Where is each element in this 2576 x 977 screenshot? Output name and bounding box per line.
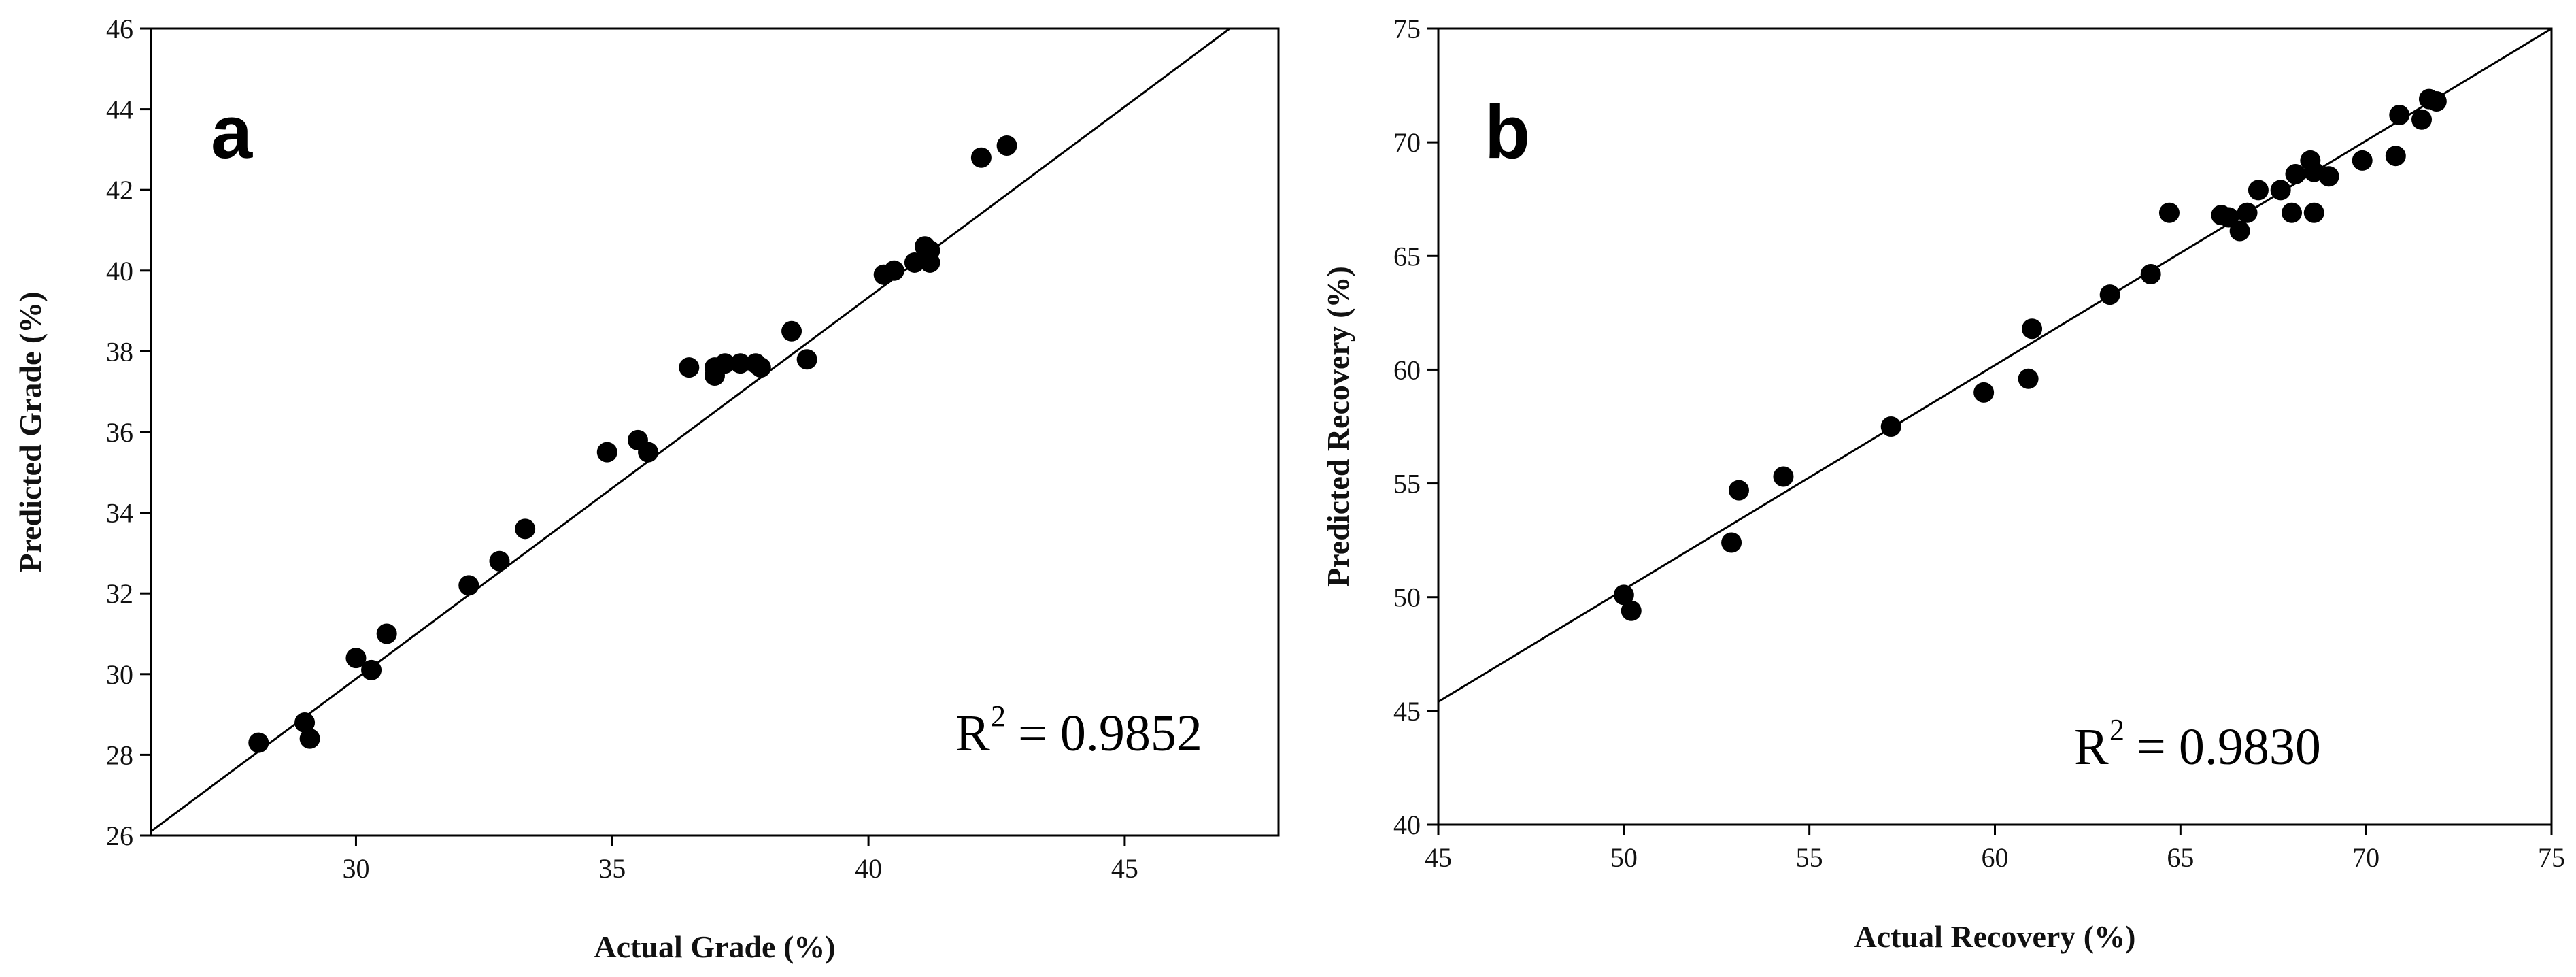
data-point: [1613, 584, 1634, 606]
x-axis-title: Actual Recovery (%): [1854, 919, 2136, 954]
data-point: [2140, 264, 2161, 285]
data-point: [1728, 480, 1749, 501]
data-point: [1721, 532, 1742, 553]
x-tick-label: 35: [598, 853, 626, 884]
panel-a: 26 28 30 32 34 36 38 40 42 44 46 30 35 40 45 Actual Gra…: [13, 14, 1280, 964]
y-tick-label: 75: [1393, 14, 1421, 44]
data-point: [2270, 180, 2291, 201]
fit-line: [1438, 29, 2552, 703]
x-tick-label: 60: [1982, 842, 2009, 873]
y-tick-label: 70: [1393, 127, 1421, 158]
data-point: [2018, 368, 2039, 389]
y-tick-label: 28: [106, 740, 133, 770]
data-point: [2385, 146, 2406, 167]
data-point: [2229, 220, 2250, 242]
r2-value: = 0.9852: [1018, 705, 1202, 762]
data-point: [904, 252, 925, 273]
r2-superscript: 2: [2109, 713, 2124, 746]
y-tick-label: 36: [106, 417, 133, 448]
data-point: [1973, 382, 1995, 403]
y-tick-label: 60: [1393, 354, 1421, 385]
y-tick-label: 40: [1393, 810, 1421, 840]
y-tick-label: 44: [106, 95, 133, 125]
data-point: [2237, 202, 2258, 223]
data-point: [638, 442, 659, 463]
x-tick-label: 40: [855, 853, 882, 884]
y-tick-label: 38: [106, 336, 133, 367]
data-point: [2318, 166, 2339, 187]
data-point: [750, 357, 771, 378]
data-point: [1621, 600, 1642, 621]
fit-line: [151, 29, 1232, 833]
data-point: [2303, 202, 2324, 223]
r2-prefix: R: [955, 705, 990, 762]
data-point: [376, 623, 397, 644]
data-point: [345, 648, 367, 669]
data-point: [1880, 416, 1901, 437]
x-axis-title: Actual Grade (%): [594, 929, 835, 964]
x-tick-label: 75: [2538, 842, 2565, 873]
r2-value: = 0.9830: [2137, 718, 2321, 776]
r2-superscript: 2: [991, 699, 1006, 733]
y-tick-label: 50: [1393, 582, 1421, 613]
data-point: [515, 518, 536, 540]
data-point: [2218, 207, 2239, 228]
data-point: [1773, 466, 1794, 487]
x-tick-label: 50: [1610, 842, 1638, 873]
data-point: [248, 732, 269, 753]
data-point: [2426, 90, 2447, 112]
y-tick-label: 30: [106, 659, 133, 690]
y-tick-label: 40: [106, 256, 133, 286]
data-point: [2158, 202, 2180, 223]
data-point: [2389, 105, 2410, 126]
x-tick-label: 55: [1796, 842, 1823, 873]
y-tick-label: 42: [106, 175, 133, 205]
data-point: [294, 712, 316, 733]
data-point: [299, 728, 320, 749]
data-point: [2248, 180, 2269, 201]
y-tick-label: 34: [106, 498, 133, 529]
y-tick-label: 65: [1393, 241, 1421, 271]
x-tick-label: 65: [2167, 842, 2194, 873]
data-point: [596, 442, 617, 463]
x-tick-label: 45: [1425, 842, 1452, 873]
y-tick-label: 55: [1393, 469, 1421, 499]
panel-letter: a: [211, 90, 253, 174]
data-point: [883, 260, 904, 281]
x-tick-label: 30: [342, 853, 369, 884]
data-point: [2022, 318, 2043, 340]
data-point: [730, 353, 751, 374]
plot-frame: [1437, 27, 2553, 826]
data-point: [679, 357, 700, 378]
data-point: [970, 147, 992, 168]
data-point: [715, 353, 736, 374]
data-point: [2411, 109, 2433, 130]
y-tick-label: 32: [106, 578, 133, 609]
data-point: [996, 135, 1017, 156]
data-point: [2282, 202, 2303, 223]
data-point: [796, 349, 817, 370]
y-axis-title: Predicted Grade (%): [13, 291, 48, 572]
data-point: [781, 320, 802, 342]
x-tick-label: 45: [1111, 853, 1138, 884]
data-point: [2352, 150, 2373, 171]
data-point: [919, 252, 940, 273]
data-point: [458, 575, 479, 596]
data-point: [2099, 284, 2120, 305]
y-axis-title: Predicted Recovery (%): [1321, 266, 1355, 587]
y-tick-label: 26: [106, 821, 133, 851]
panel-letter: b: [1485, 90, 1530, 174]
r2-prefix: R: [2074, 718, 2109, 776]
data-point: [361, 659, 382, 680]
data-point: [489, 550, 510, 572]
x-tick-label: 70: [2352, 842, 2379, 873]
y-tick-label: 46: [106, 14, 133, 44]
data-point: [2285, 163, 2306, 184]
y-tick-label: 45: [1393, 696, 1421, 727]
